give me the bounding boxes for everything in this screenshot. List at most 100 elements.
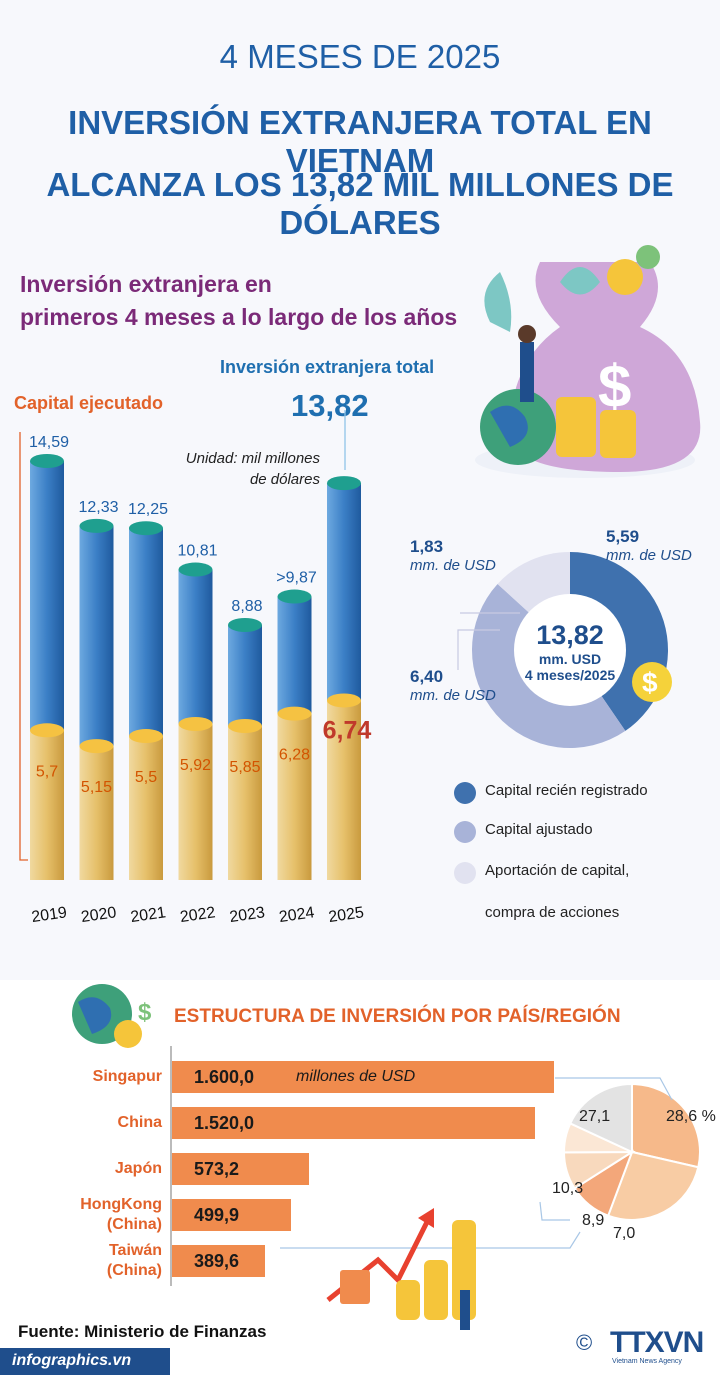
coin-stack-icon	[600, 410, 636, 458]
site-link[interactable]: infographics.vn	[12, 1352, 132, 1369]
executed-capital-label: Capital ejecutado	[14, 393, 164, 413]
pie-label-china: 27,1	[579, 1108, 611, 1125]
year-tick-label: 2025	[327, 904, 365, 926]
leader-line	[457, 629, 500, 670]
donut-center-label: 13,82 mm. USD 4 meses/2025	[520, 620, 620, 683]
year-tick-label: 2022	[179, 904, 217, 926]
total-value-label: 12,25	[128, 501, 168, 518]
country-bar	[172, 1245, 266, 1277]
globe-ocean	[490, 405, 528, 447]
executed-bar	[228, 725, 262, 880]
donut-center-period: 4 meses/2025	[524, 667, 616, 683]
pie-slice	[631, 1082, 701, 1169]
source-note: Fuente: Ministerio de Finanzas	[18, 1322, 267, 1341]
section1-title-line1: Inversión extranjera en	[20, 271, 272, 297]
pie-slice	[568, 1082, 633, 1154]
country-label: Taiwán (China)	[2, 1241, 162, 1281]
businessman-head	[518, 325, 536, 343]
growth-illustration	[326, 1208, 476, 1330]
year-tick-label: 2019	[30, 904, 68, 926]
leader-line	[539, 1201, 570, 1221]
country-label: China	[2, 1113, 162, 1133]
executed-bar	[129, 736, 163, 880]
country-value-label: 1.520,0	[194, 1113, 255, 1133]
donut-label-new: 5,59 mm. de USD	[606, 527, 692, 564]
country-value-label: 573,2	[194, 1159, 240, 1179]
total-bar-cap	[30, 454, 64, 468]
total-bar-cap	[228, 617, 262, 632]
pie-label-japan: 10,3	[552, 1180, 584, 1197]
executed-value-label: 6,28	[279, 747, 310, 764]
legend-label-contribution-2: compra de acciones	[485, 904, 620, 921]
total-value-label: 10,81	[177, 543, 217, 560]
country-label-line: HongKong	[80, 1196, 162, 1213]
dollar-icon: $	[138, 999, 152, 1026]
arrow-head-icon	[418, 1208, 434, 1228]
donut-label-adjusted: 6,40 mm. de USD	[410, 667, 496, 704]
executed-bar-cap	[129, 729, 163, 744]
pie-label-singapore: 28,6 %	[666, 1108, 716, 1125]
executed-value-label: 5,5	[135, 769, 157, 786]
main-title-line1: INVERSIÓN EXTRANJERA TOTAL EN VIETNAM	[68, 104, 652, 179]
country-value-label: 499,9	[194, 1205, 240, 1225]
donut-label-contribution: 1,83 mm. de USD	[410, 537, 496, 574]
legend-label-adjusted: Capital ajustado	[485, 821, 593, 838]
leader-line	[555, 1077, 673, 1101]
investment-illustration: $	[475, 245, 701, 478]
executed-bar	[277, 713, 312, 880]
pie-slice	[606, 1150, 700, 1221]
globe-coins-illustration: $	[72, 984, 152, 1048]
copyright-icon: ©	[576, 1330, 593, 1355]
country-label-line: Singapur	[92, 1068, 162, 1085]
donut-center-value: 13,82	[536, 620, 604, 650]
executed-bar	[178, 723, 213, 880]
executed-value-label: 6,74	[323, 716, 372, 744]
donut-value-contribution: 1,83	[410, 537, 444, 556]
country-label-line: (China)	[106, 1262, 162, 1279]
executed-value-label: 5,92	[180, 757, 211, 774]
country-bar	[172, 1061, 554, 1093]
country-pie-chart	[562, 1082, 701, 1221]
country-label-line: (China)	[106, 1216, 162, 1233]
executed-value-label: 5,7	[36, 763, 58, 780]
footer-bar	[0, 1348, 170, 1375]
unit-line1: Unidad: mil millones	[185, 450, 320, 467]
unit-label: Unidad: mil millones de dólares	[150, 448, 320, 490]
capital-donut-chart: $	[471, 552, 672, 749]
pie-label-hongkong: 8,9	[582, 1212, 605, 1229]
section2-title: ESTRUCTURA DE INVERSIÓN POR PAÍS/REGIÓN	[174, 1006, 621, 1027]
total-investment-value: 13,82	[291, 388, 369, 423]
leaf-icon	[484, 272, 512, 332]
dollar-coin-icon	[632, 662, 672, 702]
country-label: HongKong (China)	[2, 1195, 162, 1235]
pie-leader-lines	[280, 1077, 673, 1249]
legend-swatch-new	[454, 782, 476, 804]
executed-bar-cap	[178, 716, 213, 731]
donut-center-unit: mm. USD	[538, 651, 602, 667]
executed-bar-cap	[228, 718, 262, 733]
executed-bar-cap	[79, 739, 114, 754]
donut-unit-adjusted: mm. de USD	[410, 687, 496, 704]
year-tick-label: 2024	[278, 904, 316, 926]
executed-bar	[30, 730, 64, 880]
dollar-icon: $	[598, 353, 631, 420]
executed-bracket-line	[19, 432, 28, 861]
donut-hole	[514, 594, 626, 706]
country-label-line: China	[117, 1114, 162, 1131]
hbar-axis	[170, 1046, 172, 1286]
coin-stack-icon	[556, 397, 596, 457]
donut-leader-lines	[457, 612, 520, 670]
businessman-icon	[520, 342, 534, 402]
total-bar-cap	[327, 476, 361, 491]
legend-swatch-adjusted	[454, 821, 476, 843]
leaf-icon	[560, 267, 600, 295]
executed-bar	[327, 700, 361, 880]
country-label: Japón	[2, 1159, 162, 1179]
executed-bar-cap	[277, 706, 312, 721]
coin-icon	[607, 259, 643, 295]
total-value-label: 8,88	[231, 598, 262, 615]
main-title-line2: ALCANZA LOS 13,82 MIL MILLONES DE DÓLARE…	[46, 166, 674, 241]
legend-label-new: Capital recién registrado	[485, 782, 648, 799]
pie-label-taiwan: 7,0	[613, 1225, 636, 1242]
total-value-label: 12,33	[78, 499, 118, 516]
